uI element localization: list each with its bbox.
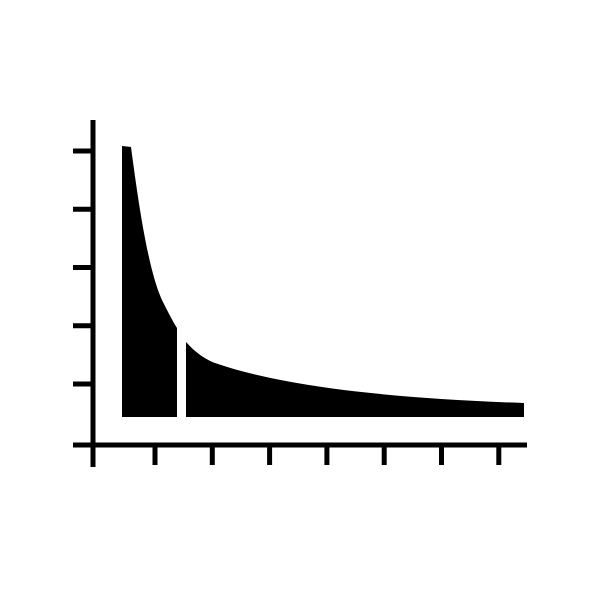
head-area (122, 146, 177, 417)
tail-area (186, 342, 524, 417)
